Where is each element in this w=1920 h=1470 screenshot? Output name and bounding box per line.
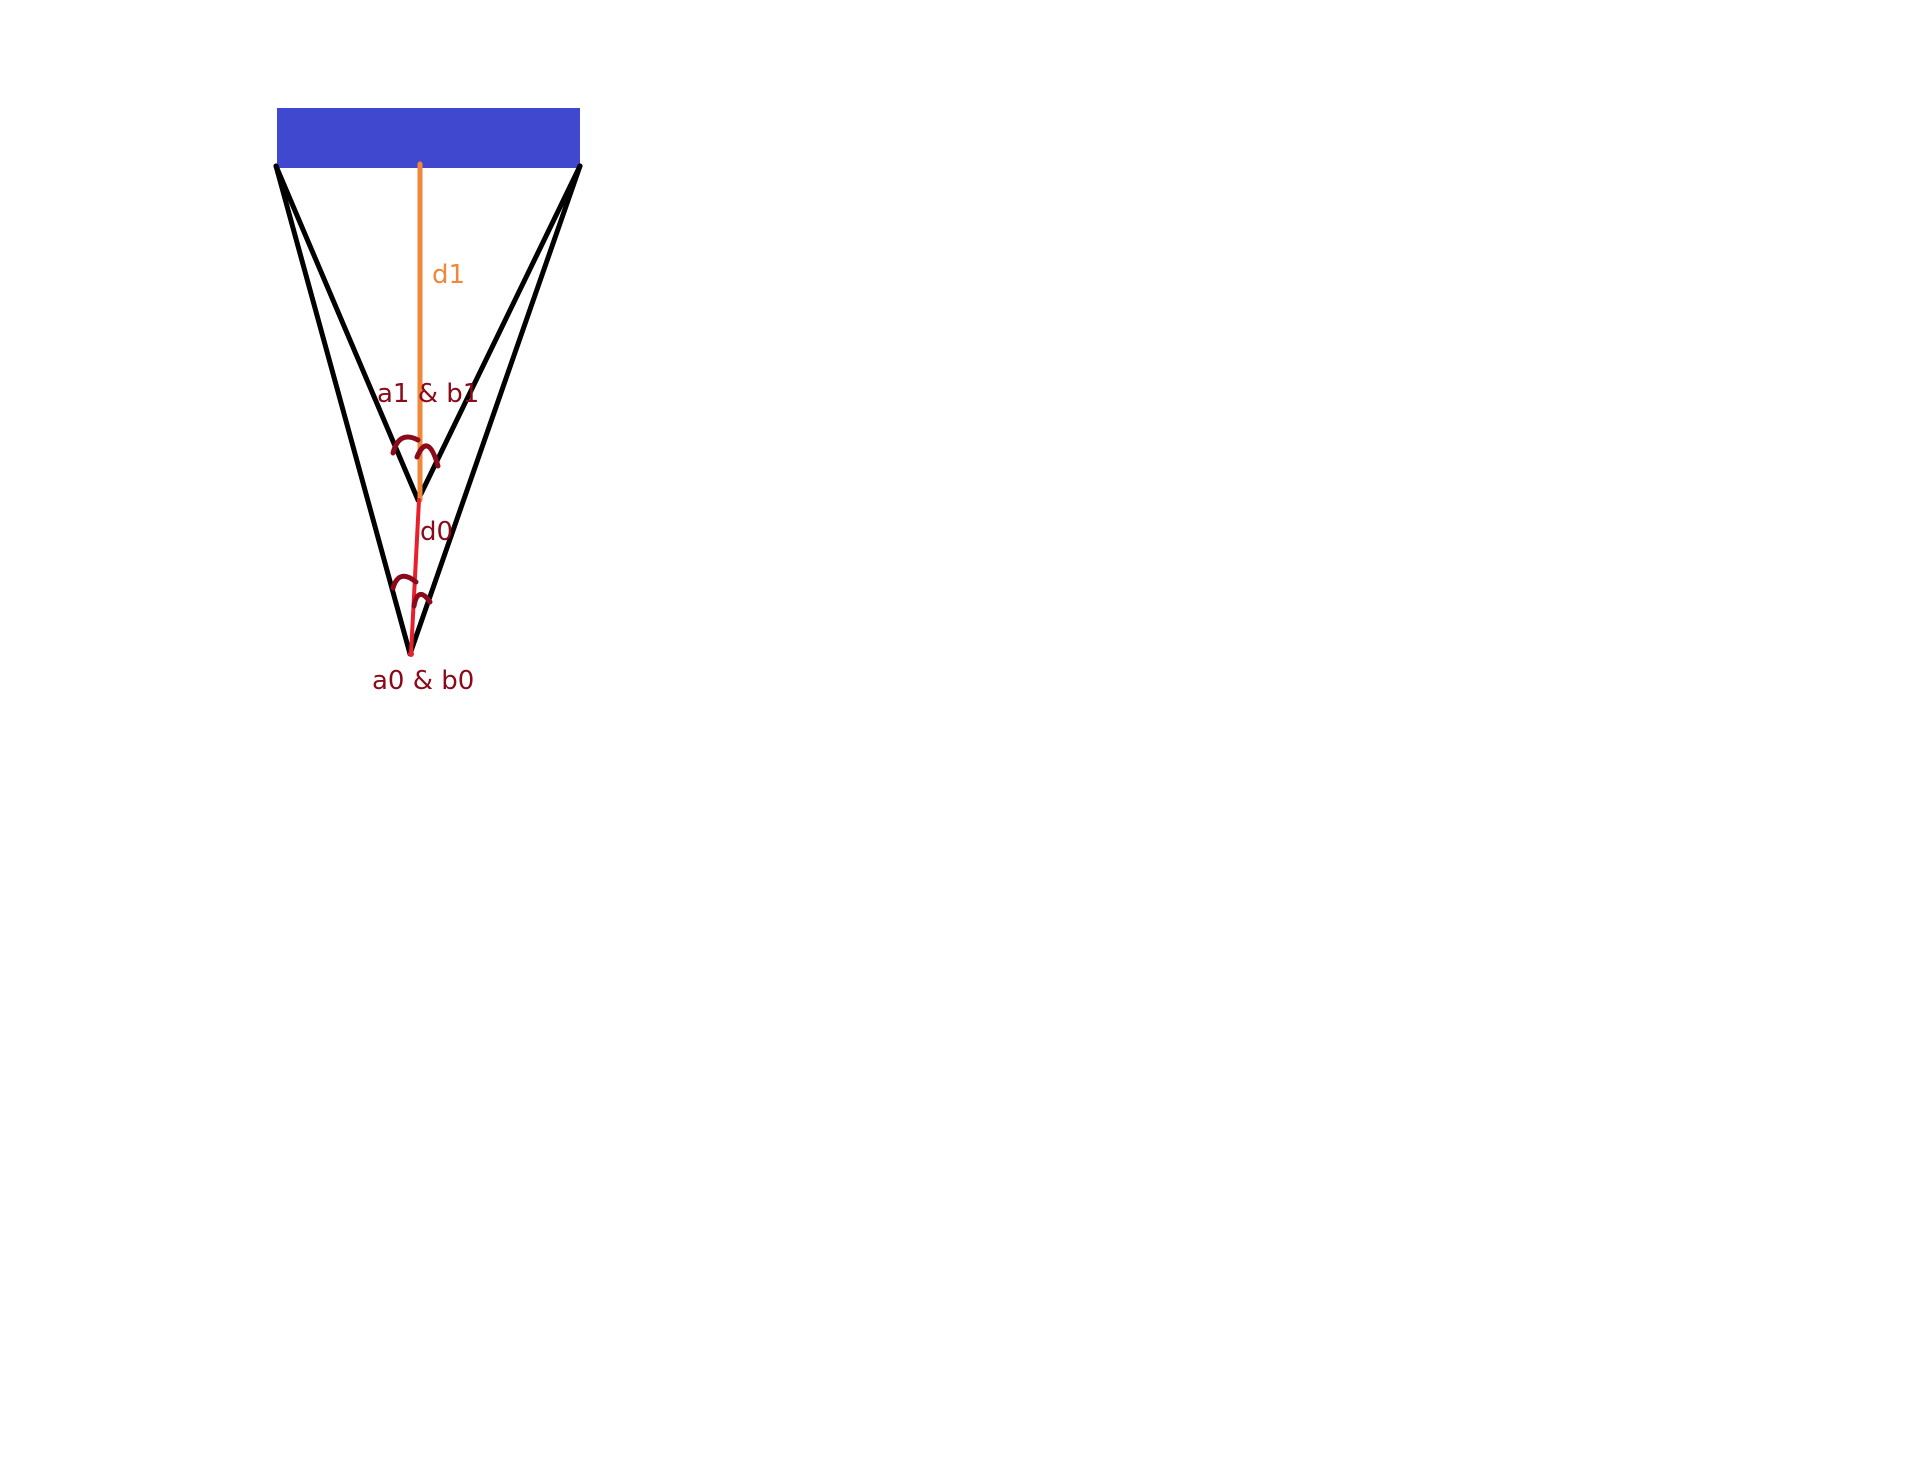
inner-left-line [273, 163, 421, 503]
a0-b0-point [408, 651, 414, 657]
top-bar [277, 108, 580, 168]
outer-left-line [273, 163, 413, 657]
b1-angle-arc [414, 443, 441, 469]
a0-angle-arc [390, 573, 419, 591]
d0-label: d0 [420, 517, 453, 547]
b0-angle-arc [411, 592, 433, 609]
d1-label: d1 [432, 260, 465, 290]
inner-right-line [415, 163, 583, 503]
d0-line [409, 498, 421, 656]
a1-angle-arc [390, 434, 421, 456]
outer-right-line [407, 163, 583, 657]
a1-b1-label: a1 & b1 [377, 379, 479, 409]
a0-b0-label: a0 & b0 [372, 666, 474, 696]
